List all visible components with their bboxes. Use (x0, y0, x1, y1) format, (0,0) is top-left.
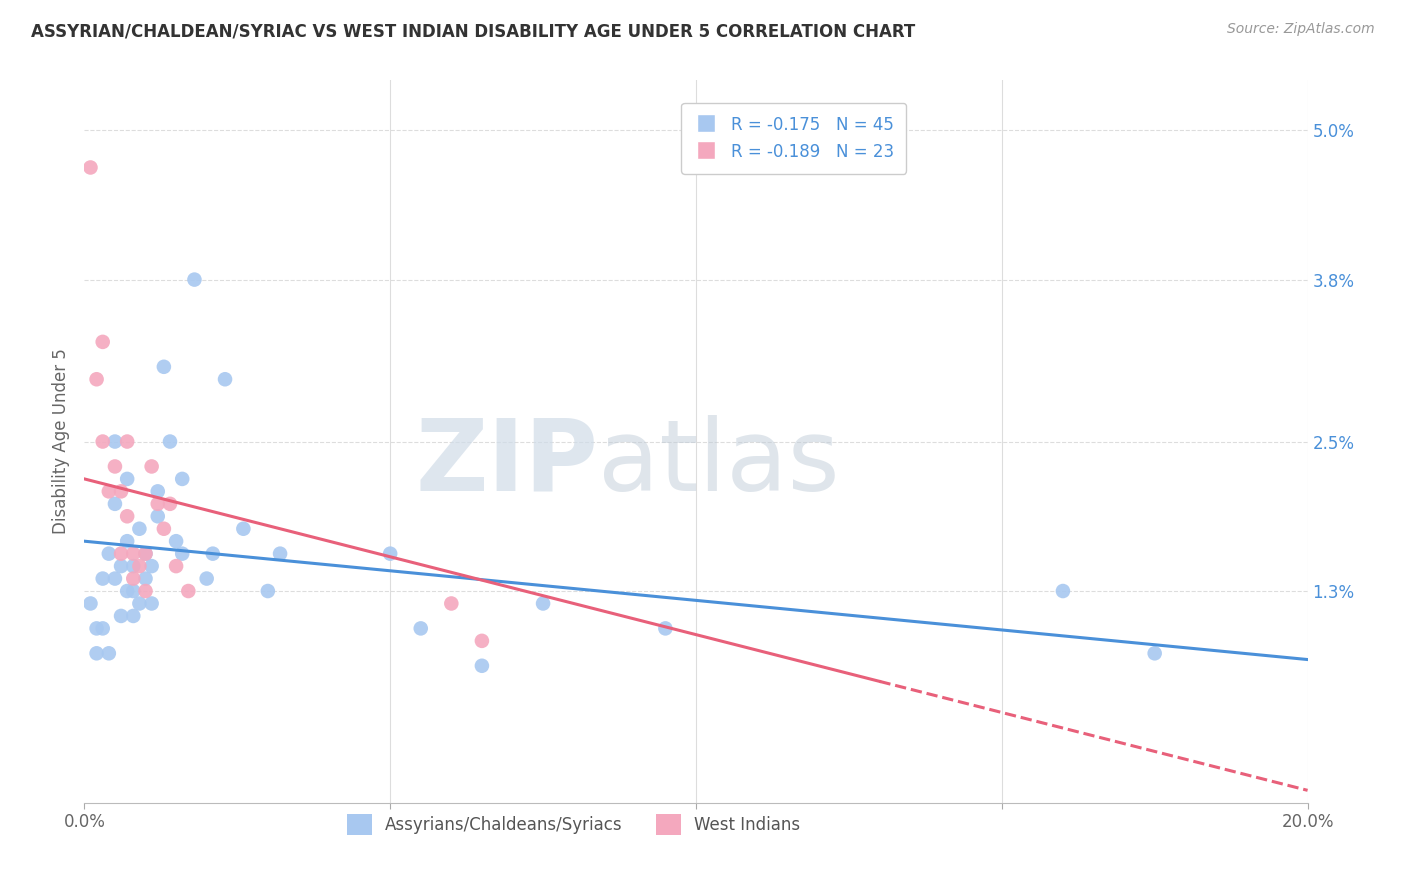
Point (146, 509, 169, 524)
Text: ASSYRIAN/CHALDEAN/SYRIAC VS WEST INDIAN DISABILITY AGE UNDER 5 CORRELATION CHART: ASSYRIAN/CHALDEAN/SYRIAC VS WEST INDIAN … (31, 22, 915, 40)
Point (128, 597, 150, 611)
Point (232, 522, 254, 536)
Text: atlas: atlas (598, 415, 839, 512)
Point (86, 646, 108, 660)
Point (91, 334, 114, 349)
Point (172, 547, 194, 561)
Point (97, 547, 120, 561)
Point (135, 547, 157, 561)
Point (115, 434, 138, 449)
Point (115, 472, 138, 486)
Point (122, 609, 145, 624)
Point (91, 434, 114, 449)
Point (141, 559, 163, 574)
Point (214, 372, 236, 386)
Point (177, 584, 200, 599)
Point (141, 459, 163, 474)
Point (91, 621, 114, 635)
Point (471, 633, 494, 648)
Text: ZIP: ZIP (415, 415, 598, 512)
Point (79, 161, 101, 175)
Point (153, 359, 176, 374)
Point (380, 547, 402, 561)
Point (128, 522, 150, 536)
Point (122, 572, 145, 586)
Point (110, 609, 132, 624)
Point (141, 597, 163, 611)
Point (146, 484, 169, 499)
Point (165, 534, 187, 549)
Point (115, 534, 138, 549)
Legend: Assyrians/Chaldeans/Syriacs, West Indians: Assyrians/Chaldeans/Syriacs, West Indian… (340, 808, 807, 841)
Point (409, 621, 432, 635)
Point (183, 272, 205, 286)
Point (165, 559, 187, 574)
Point (110, 559, 132, 574)
Point (1143, 646, 1166, 660)
Point (257, 584, 280, 599)
Point (1052, 584, 1074, 599)
Point (122, 584, 145, 599)
Point (115, 584, 138, 599)
Point (146, 497, 169, 511)
Point (135, 547, 157, 561)
Point (654, 621, 676, 635)
Point (172, 472, 194, 486)
Point (86, 372, 108, 386)
Y-axis label: Disability Age Under 5: Disability Age Under 5 (52, 349, 70, 534)
Point (122, 547, 145, 561)
Point (153, 522, 176, 536)
Point (104, 497, 127, 511)
Point (122, 559, 145, 574)
Point (195, 572, 218, 586)
Point (135, 572, 157, 586)
Point (91, 572, 114, 586)
Point (128, 559, 150, 574)
Point (531, 597, 554, 611)
Point (110, 547, 132, 561)
Point (269, 547, 291, 561)
Point (79, 597, 101, 611)
Point (440, 597, 463, 611)
Point (159, 497, 181, 511)
Point (104, 572, 127, 586)
Point (104, 459, 127, 474)
Point (97, 484, 120, 499)
Point (97, 646, 120, 660)
Point (86, 621, 108, 635)
Point (159, 434, 181, 449)
Point (201, 547, 224, 561)
Text: Source: ZipAtlas.com: Source: ZipAtlas.com (1227, 22, 1375, 37)
Point (110, 484, 132, 499)
Point (104, 434, 127, 449)
Point (471, 658, 494, 673)
Point (135, 584, 157, 599)
Point (115, 509, 138, 524)
